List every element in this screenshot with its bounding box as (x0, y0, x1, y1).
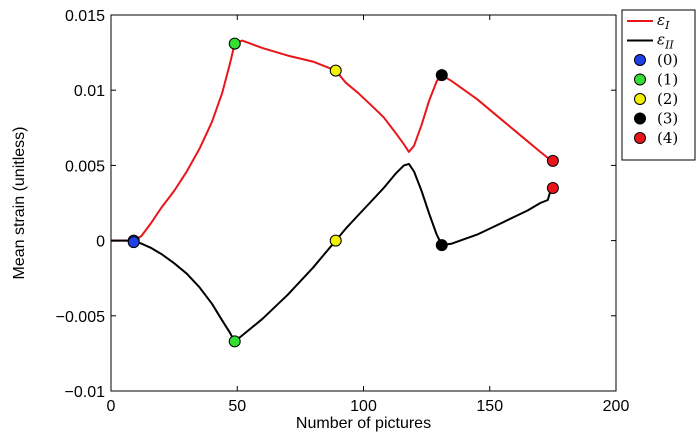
legend-label: (3) (657, 110, 678, 128)
marker-point-0 (128, 237, 139, 248)
legend-label: (1) (657, 71, 678, 89)
marker-point-3 (436, 70, 447, 81)
x-tick-label: 150 (476, 398, 503, 415)
y-tick-label: −0.01 (65, 384, 106, 401)
legend-marker-swatch (635, 74, 646, 85)
series-layer (111, 41, 553, 342)
x-tick-label: 200 (603, 398, 630, 415)
marker-point-4 (547, 182, 558, 193)
legend-label: (0) (657, 51, 678, 69)
marker-point-2 (330, 235, 341, 246)
y-tick-label: 0.01 (74, 83, 105, 100)
y-tick-label: 0 (96, 234, 105, 251)
x-tick-label: 100 (350, 398, 377, 415)
legend-marker-swatch (635, 133, 646, 144)
legend-label: (2) (657, 90, 678, 108)
legend-label: (4) (657, 129, 678, 147)
series-line-eps-ii (111, 164, 553, 342)
legend-marker-swatch (635, 113, 646, 124)
legend-marker-swatch (635, 55, 646, 66)
legend-marker-swatch (635, 94, 646, 105)
marker-point-3 (436, 240, 447, 251)
x-tick-label: 0 (107, 398, 116, 415)
x-axis-label: Number of pictures (296, 415, 431, 432)
marker-point-2 (330, 65, 341, 76)
y-tick-label: 0.005 (65, 158, 105, 175)
marker-point-1 (229, 336, 240, 347)
y-axis-label: Mean strain (unitless) (11, 127, 28, 280)
tick-layer: 0 50 100 150 200 −0.01 −0.005 0 0.005 0.01 0.015 (56, 8, 630, 415)
x-tick-label: 50 (228, 398, 246, 415)
y-tick-label: −0.005 (56, 309, 105, 326)
y-tick-label: 0.015 (65, 8, 105, 25)
marker-layer (128, 38, 558, 347)
marker-point-1 (229, 38, 240, 49)
marker-point-4 (547, 155, 558, 166)
